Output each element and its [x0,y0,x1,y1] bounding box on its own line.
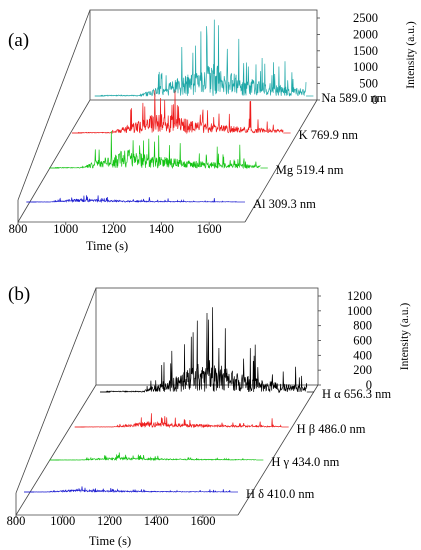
back-wall [89,9,318,101]
x-tick-label: 1400 [149,222,174,236]
floor-right-edge [244,99,318,223]
x-tick-label: 800 [7,514,26,528]
panel-label: (b) [8,284,30,305]
floor-left-edge [15,384,97,516]
y-tick-label: 1000 [347,304,372,318]
x-tick-label: 1200 [97,514,122,528]
y-tick-label: 1200 [347,289,372,303]
x-tick-label: 1400 [144,514,169,528]
x-axis-title: Time (s) [86,239,128,253]
series-label: Al 309.3 nm [253,197,316,211]
left-wall-top-edge [17,9,91,201]
x-axis-title: Time (s) [89,534,131,548]
back-wall [95,287,319,386]
series-label: H γ 434.0 nm [271,455,339,469]
y-tick-label: 1500 [353,44,378,58]
series-line-1 [105,307,308,394]
panel-label: (a) [8,30,29,51]
series-label: Na 589.0 nm [321,91,386,105]
floor-left-edge [17,99,91,223]
series-line-1 [100,19,307,98]
series-label: H δ 410.0 nm [246,487,315,501]
x-tick-label: 1600 [190,514,215,528]
y-tick-label: 200 [353,363,372,377]
y-tick-label: 600 [353,334,372,348]
series-label: H α 656.3 nm [322,387,391,401]
y-axis-title: Intensity (a.u.) [399,303,411,371]
y-tick-label: 500 [359,77,378,91]
series-label: Mg 519.4 nm [276,163,344,177]
series-line-2 [77,90,284,135]
x-tick-label: 1200 [101,222,126,236]
series-line-2 [80,413,282,429]
y-tick-label: 400 [353,348,372,362]
series-line-3 [55,452,257,462]
series-line-3 [55,130,261,170]
series-label: H β 486.0 nm [297,422,366,436]
x-tick-label: 1000 [53,222,78,236]
x-tick-label: 1000 [50,514,75,528]
y-axis-title: Intensity (a.u.) [405,21,417,89]
panel-a: (a) 800 1000 1200 1400 1600 Time (s) 2500 2000 15… [8,9,417,253]
y-tick-label: 1000 [353,60,378,74]
y-tick-label: 0 [366,378,372,392]
y-tick-label: 2000 [353,27,378,41]
left-wall-top-edge [15,287,97,494]
x-tick-label: 1600 [197,222,222,236]
y-tick-label: 0 [372,93,378,107]
series-line-4 [29,486,231,494]
series-line-4 [32,195,238,204]
series-label: K 769.9 nm [299,128,359,142]
y-tick-label: 800 [353,319,372,333]
floor-right-edge [237,384,319,516]
y-tick-label: 2500 [353,11,378,25]
x-tick-label: 800 [9,222,28,236]
